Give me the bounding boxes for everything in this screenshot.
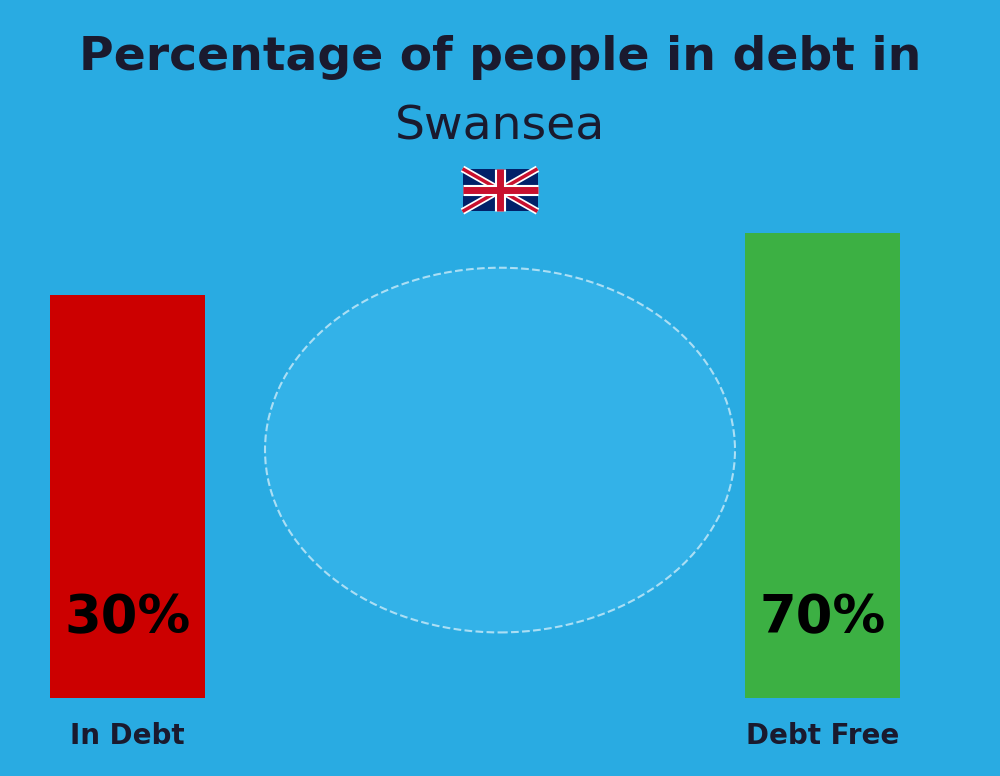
- FancyBboxPatch shape: [462, 169, 538, 211]
- FancyBboxPatch shape: [745, 233, 900, 698]
- Circle shape: [265, 268, 735, 632]
- Text: In Debt: In Debt: [70, 722, 185, 750]
- Text: 70%: 70%: [759, 592, 886, 644]
- Text: Percentage of people in debt in: Percentage of people in debt in: [79, 35, 921, 80]
- Text: 30%: 30%: [64, 592, 191, 644]
- FancyBboxPatch shape: [50, 295, 205, 698]
- Text: Debt Free: Debt Free: [746, 722, 899, 750]
- Text: Swansea: Swansea: [395, 105, 605, 150]
